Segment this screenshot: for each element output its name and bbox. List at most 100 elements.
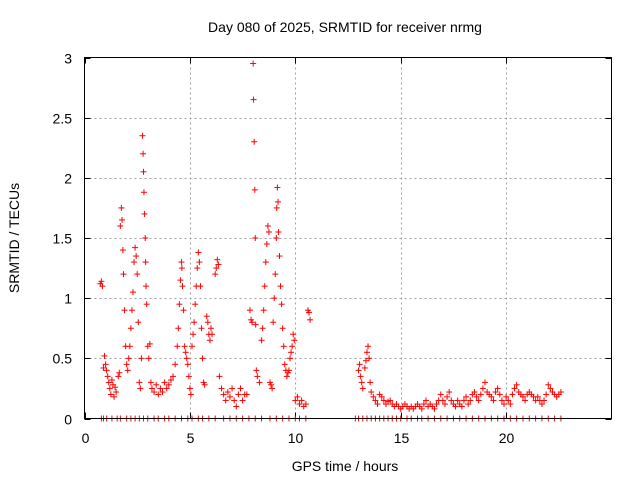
data-point [125,355,132,362]
data-point [143,301,150,308]
data-point [140,150,147,157]
plot-frame [84,57,612,419]
y-axis-label: SRMTID / TECUs [6,183,22,293]
data-point [246,307,253,314]
data-point [519,393,526,400]
data-point [433,401,440,408]
data-point [119,247,126,254]
data-point [261,283,268,290]
data-point [490,397,497,404]
data-point [120,271,127,278]
data-point [494,385,501,392]
data-point [482,379,489,386]
data-point [418,405,425,412]
data-point [100,364,107,371]
data-point [272,271,279,278]
data-point [251,186,258,193]
data-point [131,259,138,266]
data-point [422,397,429,404]
data-point [252,235,259,241]
data-point [288,349,295,356]
data-point [473,393,480,400]
data-point [117,222,124,229]
data-point [148,385,155,392]
data-point [198,325,205,332]
data-point [448,397,455,404]
data-point [452,403,459,410]
data-point [276,253,283,260]
data-point [127,325,134,332]
y-tick-label: 3 [64,51,72,67]
data-point [275,198,282,205]
data-point [458,403,465,410]
data-point [444,393,451,400]
data-point [170,373,177,380]
data-point [134,271,141,278]
data-point [467,397,474,404]
x-tick-label: 10 [288,430,304,446]
data-point [538,401,545,408]
x-tick-labels: 0 5 10 15 20 [82,430,515,446]
data-points [97,60,564,422]
data-point [503,393,510,400]
data-point [206,337,213,344]
data-point [226,393,233,400]
axis-ticks [84,57,612,420]
data-point [142,259,149,266]
data-point [465,401,472,408]
data-point [163,385,170,392]
chart-title: Day 080 of 2025, SRMTID for receiver nrm… [208,19,482,35]
data-point [292,397,299,404]
data-point [215,261,222,268]
data-point [477,391,484,398]
data-point [139,132,146,139]
data-point [145,355,152,362]
data-point [509,391,516,398]
data-point [439,397,446,404]
data-point [290,331,297,338]
data-point [197,283,204,290]
data-point [161,379,168,386]
data-point [104,373,111,380]
data-point [306,309,313,316]
x-tick-label: 15 [394,430,410,446]
data-point [361,364,368,371]
data-point [216,373,223,380]
data-point [380,397,387,404]
data-point [133,253,140,260]
data-point [280,343,287,350]
data-point [358,379,365,386]
data-point [214,256,221,263]
data-point [190,331,197,338]
y-tick-labels: 0 0.5 1 1.5 2 2.5 3 [53,51,73,428]
data-point [492,389,499,396]
data-point [545,381,552,388]
data-point [106,385,113,392]
data-point [507,401,514,408]
x-tick-label: 20 [499,430,515,446]
data-point [137,385,144,392]
data-point [235,391,242,398]
data-point [199,355,206,362]
data-point [307,316,314,323]
data-point [302,401,309,408]
data-point [101,352,108,359]
data-point [213,265,220,272]
data-point [187,391,194,398]
data-point [121,307,128,314]
data-point [541,397,548,404]
data-point [112,384,119,391]
data-point [142,235,149,241]
data-point [355,367,362,374]
data-point [107,391,114,398]
data-point [357,373,364,380]
data-point [224,389,231,396]
data-point [186,385,193,392]
data-point [191,319,198,326]
data-point [496,391,503,398]
data-point [212,271,219,278]
data-point [102,361,109,368]
data-point [194,265,201,272]
data-point [437,391,444,398]
